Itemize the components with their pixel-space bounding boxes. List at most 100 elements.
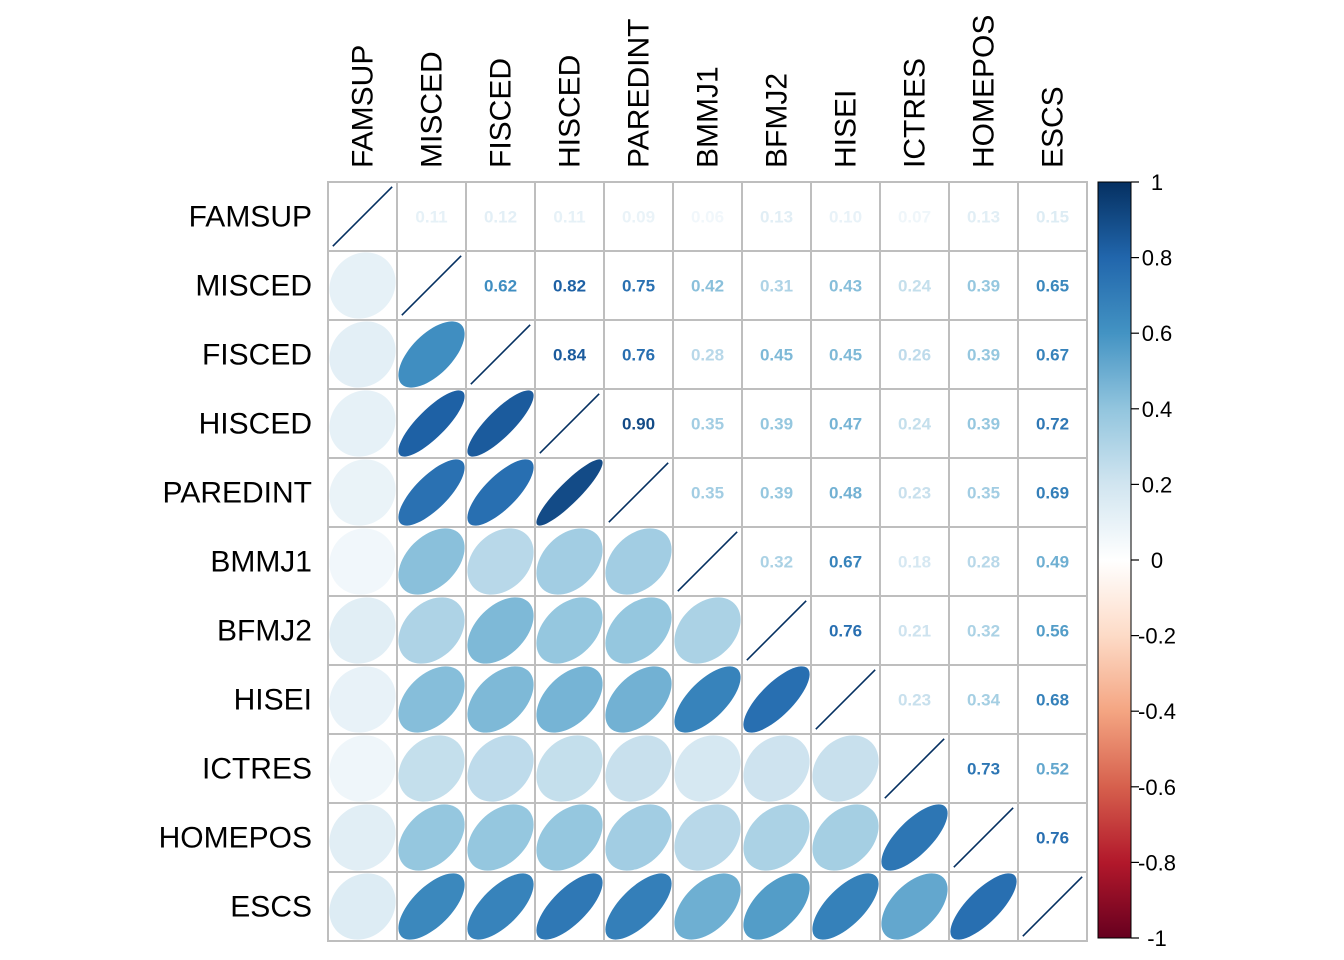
- ellipse-bmmj1-paredint: [605, 528, 672, 595]
- cell-fisced-escs: [1017, 319, 1088, 390]
- ellipse-bfmj2-hisced: [536, 597, 603, 664]
- ellipse-hisced-famsup: [329, 390, 396, 457]
- cell-famsup-hisei: [810, 181, 881, 252]
- row-label-famsup: FAMSUP: [189, 201, 312, 234]
- column-label-hisced: HISCED: [554, 55, 587, 168]
- ellipse-homepos-misced: [398, 804, 465, 871]
- column-label-fisced: FISCED: [485, 58, 518, 168]
- colorbar-tick-label: 0.8: [1142, 246, 1173, 271]
- value-label-hisced-paredint: 0.90: [622, 415, 655, 434]
- value-label-paredint-bmmj1: 0.35: [691, 484, 724, 503]
- ellipse-escs-fisced: [467, 873, 534, 940]
- value-label-bmmj1-bfmj2: 0.32: [760, 553, 793, 572]
- value-label-hisced-bfmj2: 0.39: [760, 415, 793, 434]
- ellipse-escs-homepos: [950, 873, 1017, 940]
- ellipse-hisced-fisced: [467, 390, 534, 457]
- diagonal-mark-bfmj2: [746, 600, 807, 661]
- value-label-bfmj2-homepos: 0.32: [967, 622, 1000, 641]
- value-label-misced-homepos: 0.39: [967, 277, 1000, 296]
- cell-bfmj2-escs: [1017, 595, 1088, 666]
- row-label-bfmj2: BFMJ2: [217, 615, 312, 648]
- value-label-fisced-escs: 0.67: [1036, 346, 1069, 365]
- value-label-bfmj2-escs: 0.56: [1036, 622, 1069, 641]
- colorbar-tick-label: 0.6: [1142, 321, 1173, 346]
- diagonal-mark-misced: [401, 255, 462, 316]
- ellipse-hisei-bfmj2: [743, 666, 810, 733]
- row-label-bmmj1: BMMJ1: [210, 546, 312, 579]
- value-label-paredint-escs: 0.69: [1036, 484, 1069, 503]
- value-label-famsup-misced: 0.11: [415, 208, 447, 227]
- cell-hisei-homepos: [948, 664, 1019, 735]
- cell-paredint-escs: [1017, 457, 1088, 528]
- row-label-paredint: PAREDINT: [163, 477, 312, 510]
- value-label-hisei-homepos: 0.34: [967, 691, 1001, 710]
- value-label-misced-bfmj2: 0.31: [760, 277, 793, 296]
- cell-hisei-escs: [1017, 664, 1088, 735]
- ellipse-fisced-famsup: [329, 321, 396, 388]
- cell-paredint-homepos: [948, 457, 1019, 528]
- diagonal-mark-escs: [1022, 876, 1083, 937]
- ellipse-homepos-fisced: [467, 804, 534, 871]
- ellipse-hisei-fisced: [467, 666, 534, 733]
- cell-misced-fisced: [465, 250, 536, 321]
- value-label-hisced-bmmj1: 0.35: [691, 415, 724, 434]
- diagonal-mark-hisced: [539, 393, 600, 454]
- column-label-bfmj2: BFMJ2: [761, 73, 794, 168]
- cell-ictres-homepos: [948, 733, 1019, 804]
- value-label-hisei-escs: 0.68: [1036, 691, 1069, 710]
- cell-fisced-ictres: [879, 319, 950, 390]
- value-label-hisei-ictres: 0.23: [898, 691, 931, 710]
- ellipse-escs-famsup: [329, 873, 396, 940]
- cell-famsup-homepos: [948, 181, 1019, 252]
- diagonal-mark-bmmj1: [677, 531, 738, 592]
- column-label-misced: MISCED: [416, 51, 449, 168]
- cell-misced-paredint: [603, 250, 674, 321]
- cell-paredint-ictres: [879, 457, 950, 528]
- row-label-misced: MISCED: [195, 270, 312, 303]
- value-label-ictres-escs: 0.52: [1036, 760, 1069, 779]
- cell-misced-homepos: [948, 250, 1019, 321]
- ellipse-fisced-misced: [398, 321, 465, 388]
- column-label-bmmj1: BMMJ1: [692, 66, 725, 168]
- row-label-hisei: HISEI: [234, 684, 312, 717]
- value-label-famsup-paredint: 0.09: [622, 208, 655, 227]
- value-label-misced-ictres: 0.24: [898, 277, 932, 296]
- ellipse-homepos-hisced: [536, 804, 603, 871]
- value-label-bfmj2-ictres: 0.21: [898, 622, 931, 641]
- ellipse-hisei-bmmj1: [674, 666, 741, 733]
- diagonal-mark-fisced: [470, 324, 531, 385]
- ellipse-bmmj1-fisced: [467, 528, 534, 595]
- value-label-paredint-homepos: 0.35: [967, 484, 1000, 503]
- ellipse-paredint-hisced: [536, 459, 603, 526]
- value-label-bfmj2-hisei: 0.76: [829, 622, 862, 641]
- row-label-hisced: HISCED: [199, 408, 312, 441]
- value-label-bmmj1-homepos: 0.28: [967, 553, 1000, 572]
- row-label-homepos: HOMEPOS: [159, 822, 312, 855]
- column-labels: FAMSUP MISCED FISCED HISCED PAREDINT BMMJ1 BFM…: [347, 15, 1070, 168]
- value-label-famsup-fisced: 0.12: [484, 208, 517, 227]
- column-label-escs: ESCS: [1037, 86, 1070, 168]
- cell-misced-bfmj2: [741, 250, 812, 321]
- colorbar-tick-label: -0.2: [1138, 624, 1176, 649]
- value-label-hisced-escs: 0.72: [1036, 415, 1069, 434]
- colorbar-tick-label: 0: [1151, 548, 1163, 573]
- ellipse-bfmj2-famsup: [329, 597, 396, 664]
- ellipse-escs-ictres: [881, 873, 948, 940]
- ellipse-bfmj2-paredint: [605, 597, 672, 664]
- ellipse-homepos-ictres: [881, 804, 948, 871]
- column-label-hisei: HISEI: [830, 90, 863, 168]
- diagonal-mark-homepos: [953, 807, 1014, 868]
- value-label-misced-escs: 0.65: [1036, 277, 1069, 296]
- value-label-misced-bmmj1: 0.42: [691, 277, 724, 296]
- value-label-hisced-ictres: 0.24: [898, 415, 932, 434]
- ellipse-escs-misced: [398, 873, 465, 940]
- diagonal-mark-ictres: [884, 738, 945, 799]
- colorbar-tick-label: -0.8: [1138, 850, 1176, 875]
- row-label-escs: ESCS: [230, 891, 312, 924]
- ellipse-paredint-fisced: [467, 459, 534, 526]
- cell-ictres-escs: [1017, 733, 1088, 804]
- cell-fisced-bfmj2: [741, 319, 812, 390]
- value-label-hisced-homepos: 0.39: [967, 415, 1000, 434]
- value-label-famsup-ictres: 0.07: [898, 208, 931, 227]
- value-label-paredint-ictres: 0.23: [898, 484, 931, 503]
